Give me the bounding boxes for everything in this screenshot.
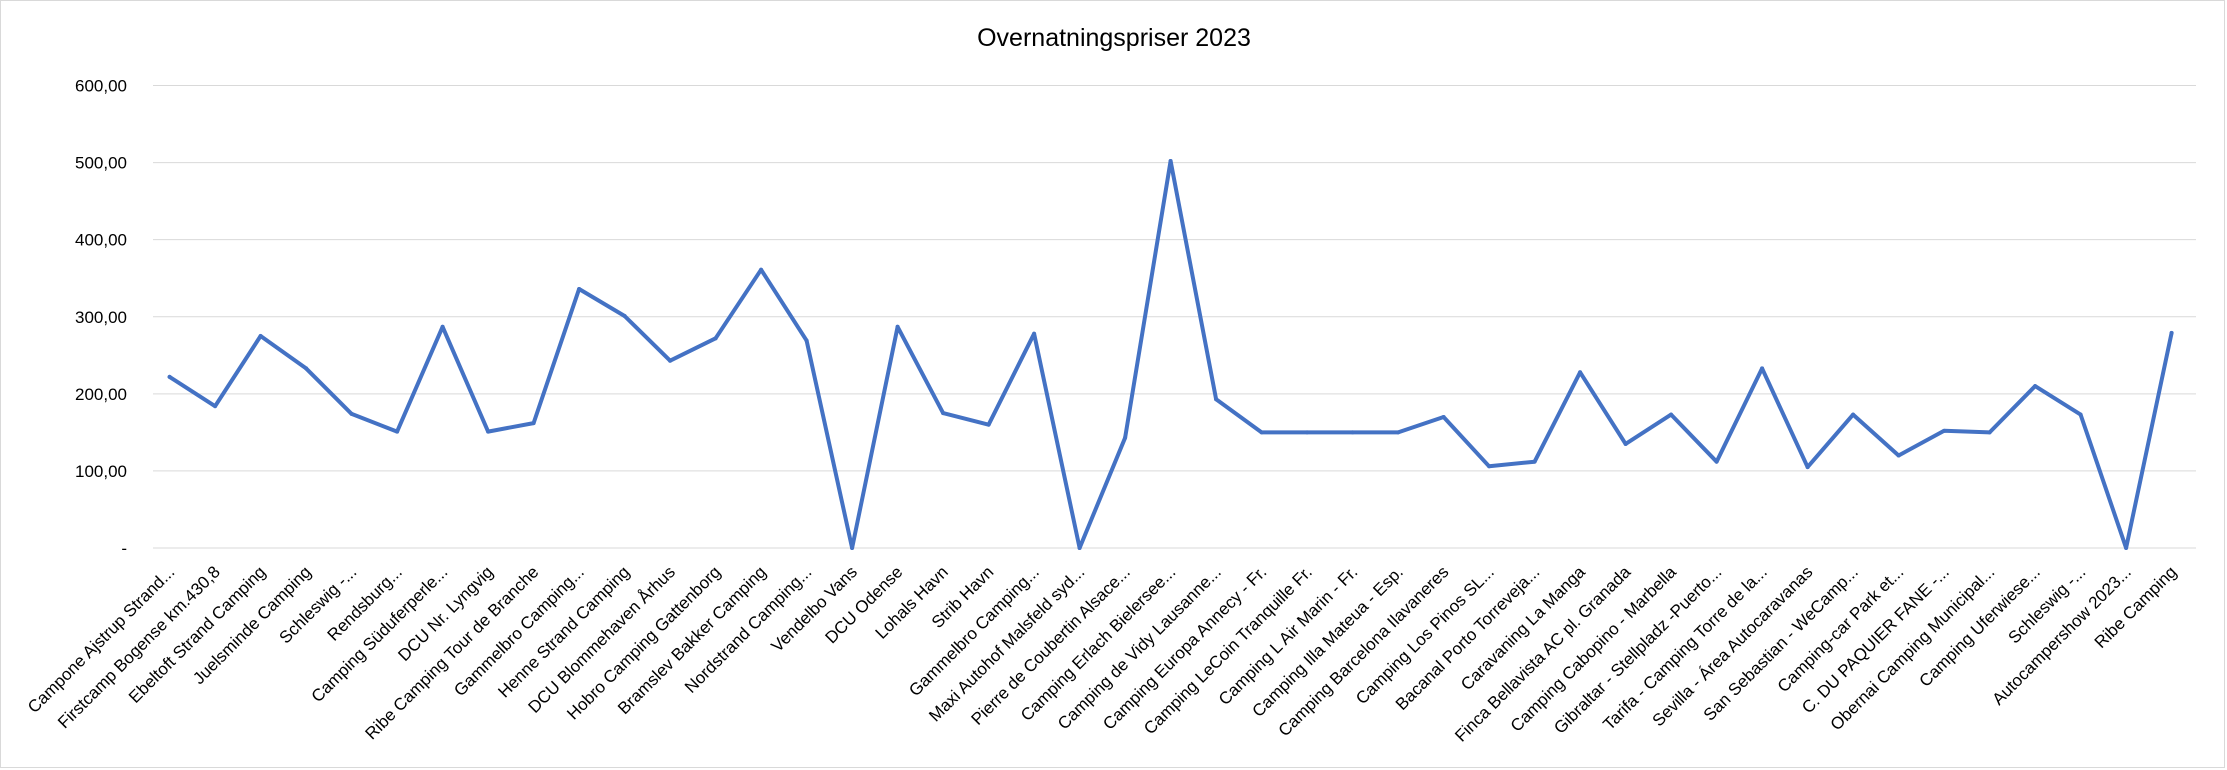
- data-point: [713, 336, 718, 341]
- data-point: [440, 324, 445, 329]
- data-point: [1305, 430, 1310, 435]
- data-point: [1077, 546, 1082, 550]
- gridlines: [153, 85, 2196, 472]
- data-point: [486, 429, 491, 434]
- data-point: [2078, 412, 2083, 417]
- data-point: [622, 313, 627, 318]
- data-point: [1805, 465, 1810, 470]
- data-point: [304, 366, 309, 371]
- data-point: [759, 267, 764, 272]
- data-point: [1669, 412, 1674, 417]
- data-point: [1032, 331, 1037, 336]
- y-tick-label: 400,00: [75, 231, 127, 250]
- data-point: [1942, 428, 1947, 433]
- data-point: [2169, 330, 2174, 335]
- data-point: [1578, 370, 1583, 375]
- y-tick-label: 500,00: [75, 154, 127, 173]
- data-point: [1714, 459, 1719, 464]
- data-point: [1123, 435, 1128, 440]
- data-point: [986, 422, 991, 427]
- y-tick-label: 300,00: [75, 308, 127, 327]
- data-point: [349, 411, 354, 416]
- series-line: [167, 159, 2174, 550]
- data-point: [1896, 453, 1901, 458]
- data-point: [1396, 430, 1401, 435]
- data-point: [1487, 464, 1492, 469]
- data-point: [941, 411, 946, 416]
- x-axis-tick-labels: Campone Ajstrup Strand...Firstcamp Bogen…: [24, 562, 2180, 746]
- series-layer: [167, 159, 2174, 550]
- data-point: [1760, 366, 1765, 371]
- data-point: [213, 404, 218, 409]
- data-point: [804, 338, 809, 343]
- data-point: [1532, 459, 1537, 464]
- data-point: [1214, 397, 1219, 402]
- chart-title: Overnatningspriser 2023: [977, 24, 1251, 52]
- data-point: [1987, 430, 1992, 435]
- data-point: [1623, 441, 1628, 446]
- data-point: [1168, 159, 1173, 164]
- data-point: [895, 324, 900, 329]
- data-point: [1350, 430, 1355, 435]
- data-point: [668, 358, 673, 363]
- data-point: [2124, 546, 2129, 550]
- data-point: [395, 429, 400, 434]
- x-tick-label: Ribe Camping: [2091, 562, 2181, 652]
- data-point: [531, 421, 536, 426]
- y-tick-label: 100,00: [75, 462, 127, 481]
- data-point: [258, 334, 263, 339]
- data-point: [1851, 412, 1856, 417]
- data-point: [577, 287, 582, 291]
- y-axis-tick-labels: - 100,00 200,00 300,00 400,00 500,00 600,00: [75, 77, 127, 559]
- data-point: [1259, 430, 1264, 435]
- y-tick-label: -: [121, 539, 127, 558]
- y-tick-label: 200,00: [75, 385, 127, 404]
- data-point: [850, 546, 855, 550]
- x-tick-label: Camping Cabopino - Marbella: [1507, 562, 1681, 736]
- data-point: [1441, 414, 1446, 419]
- y-tick-label: 600,00: [75, 77, 127, 96]
- data-point: [167, 374, 172, 379]
- data-point: [2033, 384, 2038, 389]
